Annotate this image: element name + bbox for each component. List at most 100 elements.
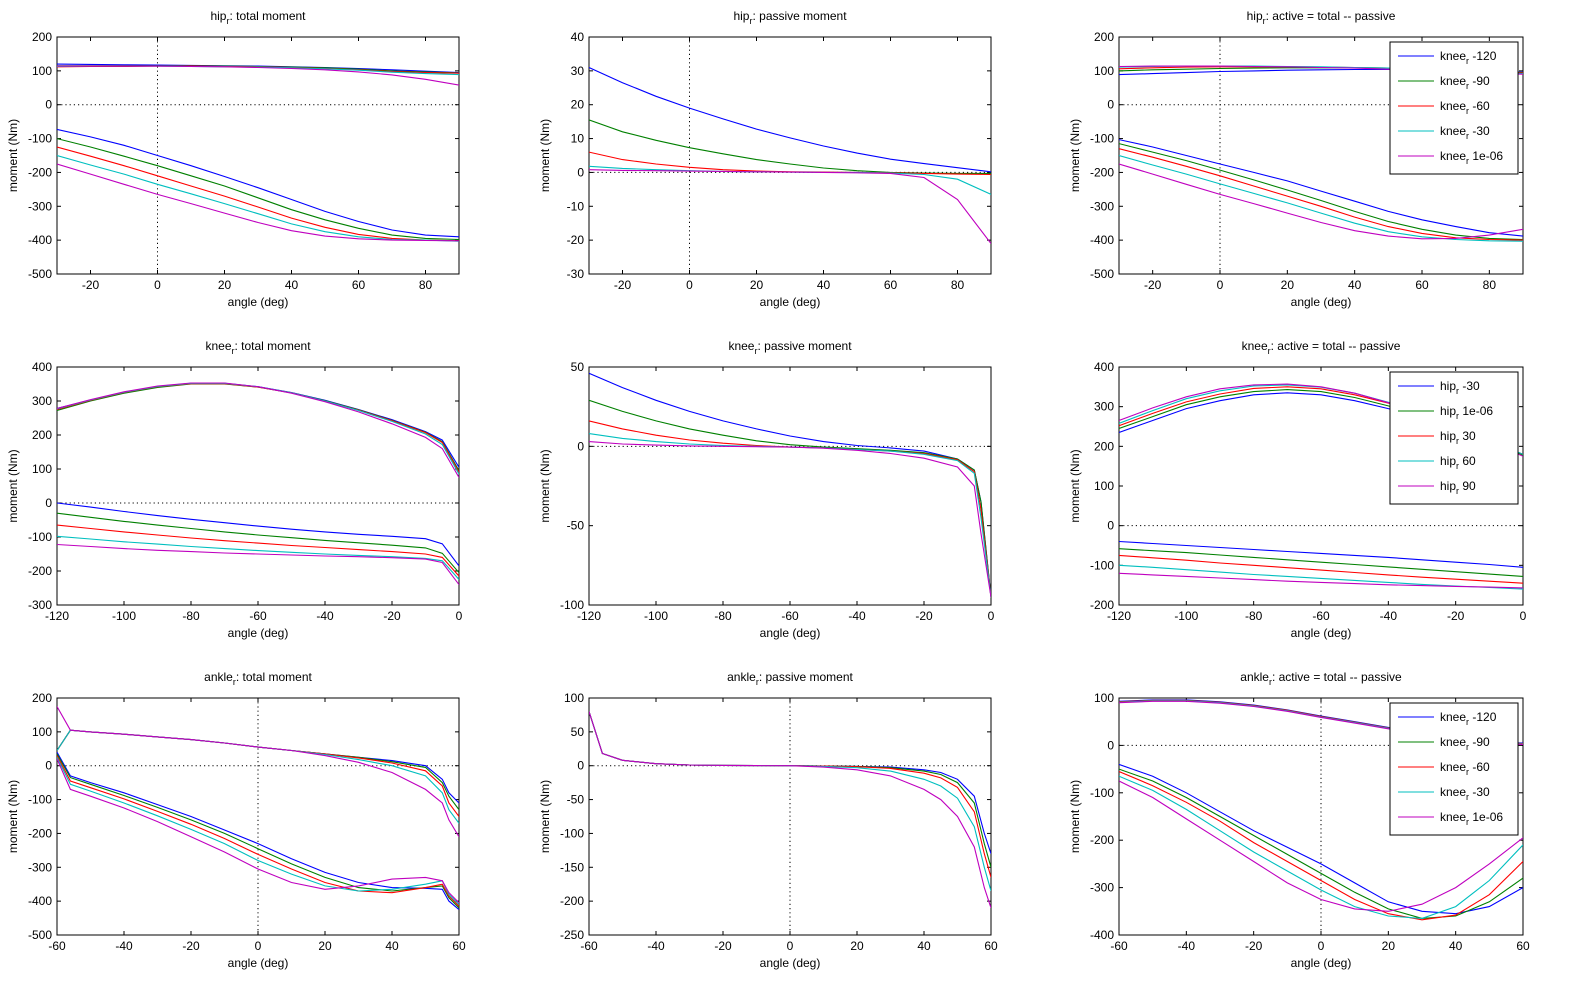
y-tick-label: -100 (560, 826, 584, 840)
x-tick-label: -20 (383, 609, 401, 623)
y-tick-label: 0 (1107, 738, 1114, 752)
series-group (1119, 699, 1523, 921)
y-tick-label: -150 (560, 860, 584, 874)
series-line-2 (1119, 763, 1523, 915)
chart-title-main: hip (733, 9, 749, 23)
y-tick-label: 0 (577, 439, 584, 453)
y-tick-label: -50 (567, 793, 585, 807)
chart-title-subscript: r (233, 677, 236, 687)
legend-entry-label: kneer 1e-06 (1440, 149, 1503, 166)
x-tick-label: 0 (255, 939, 262, 953)
legend-entry-label-subscript: r (1456, 486, 1459, 496)
x-axis-label: angle (deg) (228, 956, 289, 970)
series-line-2 (589, 399, 991, 598)
y-tick-label: -500 (28, 928, 52, 942)
chart-title-subscript: r (749, 16, 752, 26)
plot-area (588, 366, 992, 606)
legend-entry-label-subscript: r (1466, 817, 1469, 827)
x-tick-label: 0 (988, 609, 995, 623)
legend-entry-label-rest: -90 (1469, 74, 1490, 88)
series-line-8 (57, 535, 459, 580)
legend-entry-label-main: hip (1440, 404, 1456, 418)
x-tick-label: -60 (249, 609, 267, 623)
legend-entry-label-rest: 1e-06 (1469, 810, 1503, 824)
chart-title-main: knee (205, 339, 231, 353)
series-line-10 (57, 163, 459, 242)
chart-title: kneer: total moment (205, 339, 311, 356)
legend-entry-label: kneer -60 (1440, 99, 1490, 116)
series-line-5 (57, 755, 459, 907)
y-tick-label: 40 (571, 30, 585, 44)
x-tick-label: 20 (1281, 278, 1295, 292)
chart-title: kneer: active = total -- passive (1242, 339, 1401, 356)
legend-entry-label-subscript: r (1466, 56, 1469, 66)
y-tick-label: 50 (571, 725, 585, 739)
x-tick-label: 20 (1382, 939, 1396, 953)
y-tick-label: 0 (577, 165, 584, 179)
x-tick-label: -40 (1178, 939, 1196, 953)
legend-entry-label-rest: -90 (1469, 735, 1490, 749)
x-tick-label: -60 (781, 609, 799, 623)
y-tick-label: 100 (32, 64, 52, 78)
series-line-1 (589, 66, 991, 173)
x-axis-label: angle (deg) (760, 295, 821, 309)
legend-entry-label-main: knee (1440, 810, 1466, 824)
legend-entry-label-main: knee (1440, 149, 1466, 163)
chart-panel-8: -60 -40 -20 0 20 40 60-250-200-150-100-5005010… (538, 670, 998, 970)
legend-box (1389, 371, 1519, 505)
x-tick-label: -40 (316, 609, 334, 623)
chart-title-rest: : total moment (229, 9, 306, 23)
legend-entry-label-subscript: r (1466, 767, 1469, 777)
series-line-2 (1119, 540, 1523, 568)
x-tick-label: 20 (218, 278, 232, 292)
series-line-9 (57, 758, 459, 904)
series-group (1119, 65, 1523, 242)
y-tick-label: -200 (28, 564, 52, 578)
legend-entry-label: kneer -90 (1440, 735, 1490, 752)
chart-panel-7: -60 -40 -20 0 20 40 60-500-400-300-200-1000100… (6, 670, 466, 970)
chart-title-subscript: r (232, 346, 235, 356)
y-tick-label: -400 (28, 233, 52, 247)
series-group (589, 66, 991, 244)
x-tick-label: -20 (182, 939, 200, 953)
series-line-10 (1119, 780, 1523, 912)
series-line-6 (1119, 148, 1523, 241)
legend-entry-label-main: knee (1440, 785, 1466, 799)
y-tick-label: -300 (28, 860, 52, 874)
x-tick-label: 0 (1318, 939, 1325, 953)
chart-title-rest: : passive moment (759, 670, 854, 684)
chart-title-subscript: r (756, 677, 759, 687)
legend-entry-label-rest: 30 (1459, 429, 1476, 443)
chart-title-rest: : passive moment (752, 9, 847, 23)
chart-title: ankler: active = total -- passive (1240, 670, 1402, 687)
x-tick-label: -20 (614, 278, 632, 292)
x-tick-label: -60 (1110, 939, 1128, 953)
series-line-8 (57, 154, 459, 242)
series-line-4 (1119, 768, 1523, 919)
y-tick-label: 100 (564, 691, 584, 705)
y-tick-label: -300 (1090, 199, 1114, 213)
chart-title-main: hip (1247, 9, 1263, 23)
x-tick-label: -80 (1245, 609, 1263, 623)
x-tick-label: 0 (1217, 278, 1224, 292)
y-tick-label: 0 (577, 759, 584, 773)
y-tick-label: 0 (45, 759, 52, 773)
legend-entry-label-rest: -30 (1469, 124, 1490, 138)
legend-entry-label-rest: -120 (1469, 710, 1497, 724)
x-axis-label: angle (deg) (1291, 295, 1352, 309)
x-axis-label: angle (deg) (228, 626, 289, 640)
series-group (57, 382, 459, 585)
x-axis-label: angle (deg) (760, 626, 821, 640)
legend-entry-label-rest: -60 (1469, 99, 1490, 113)
y-axis-label: moment (Nm) (6, 119, 20, 192)
plot-area (56, 366, 460, 606)
x-tick-label: -120 (45, 609, 69, 623)
x-tick-label: -40 (848, 609, 866, 623)
chart-title-subscript: r (226, 16, 229, 26)
legend-entry-label-rest: 90 (1459, 479, 1476, 493)
series-line-9 (57, 382, 459, 478)
legend-entry-label-subscript: r (1466, 81, 1469, 91)
